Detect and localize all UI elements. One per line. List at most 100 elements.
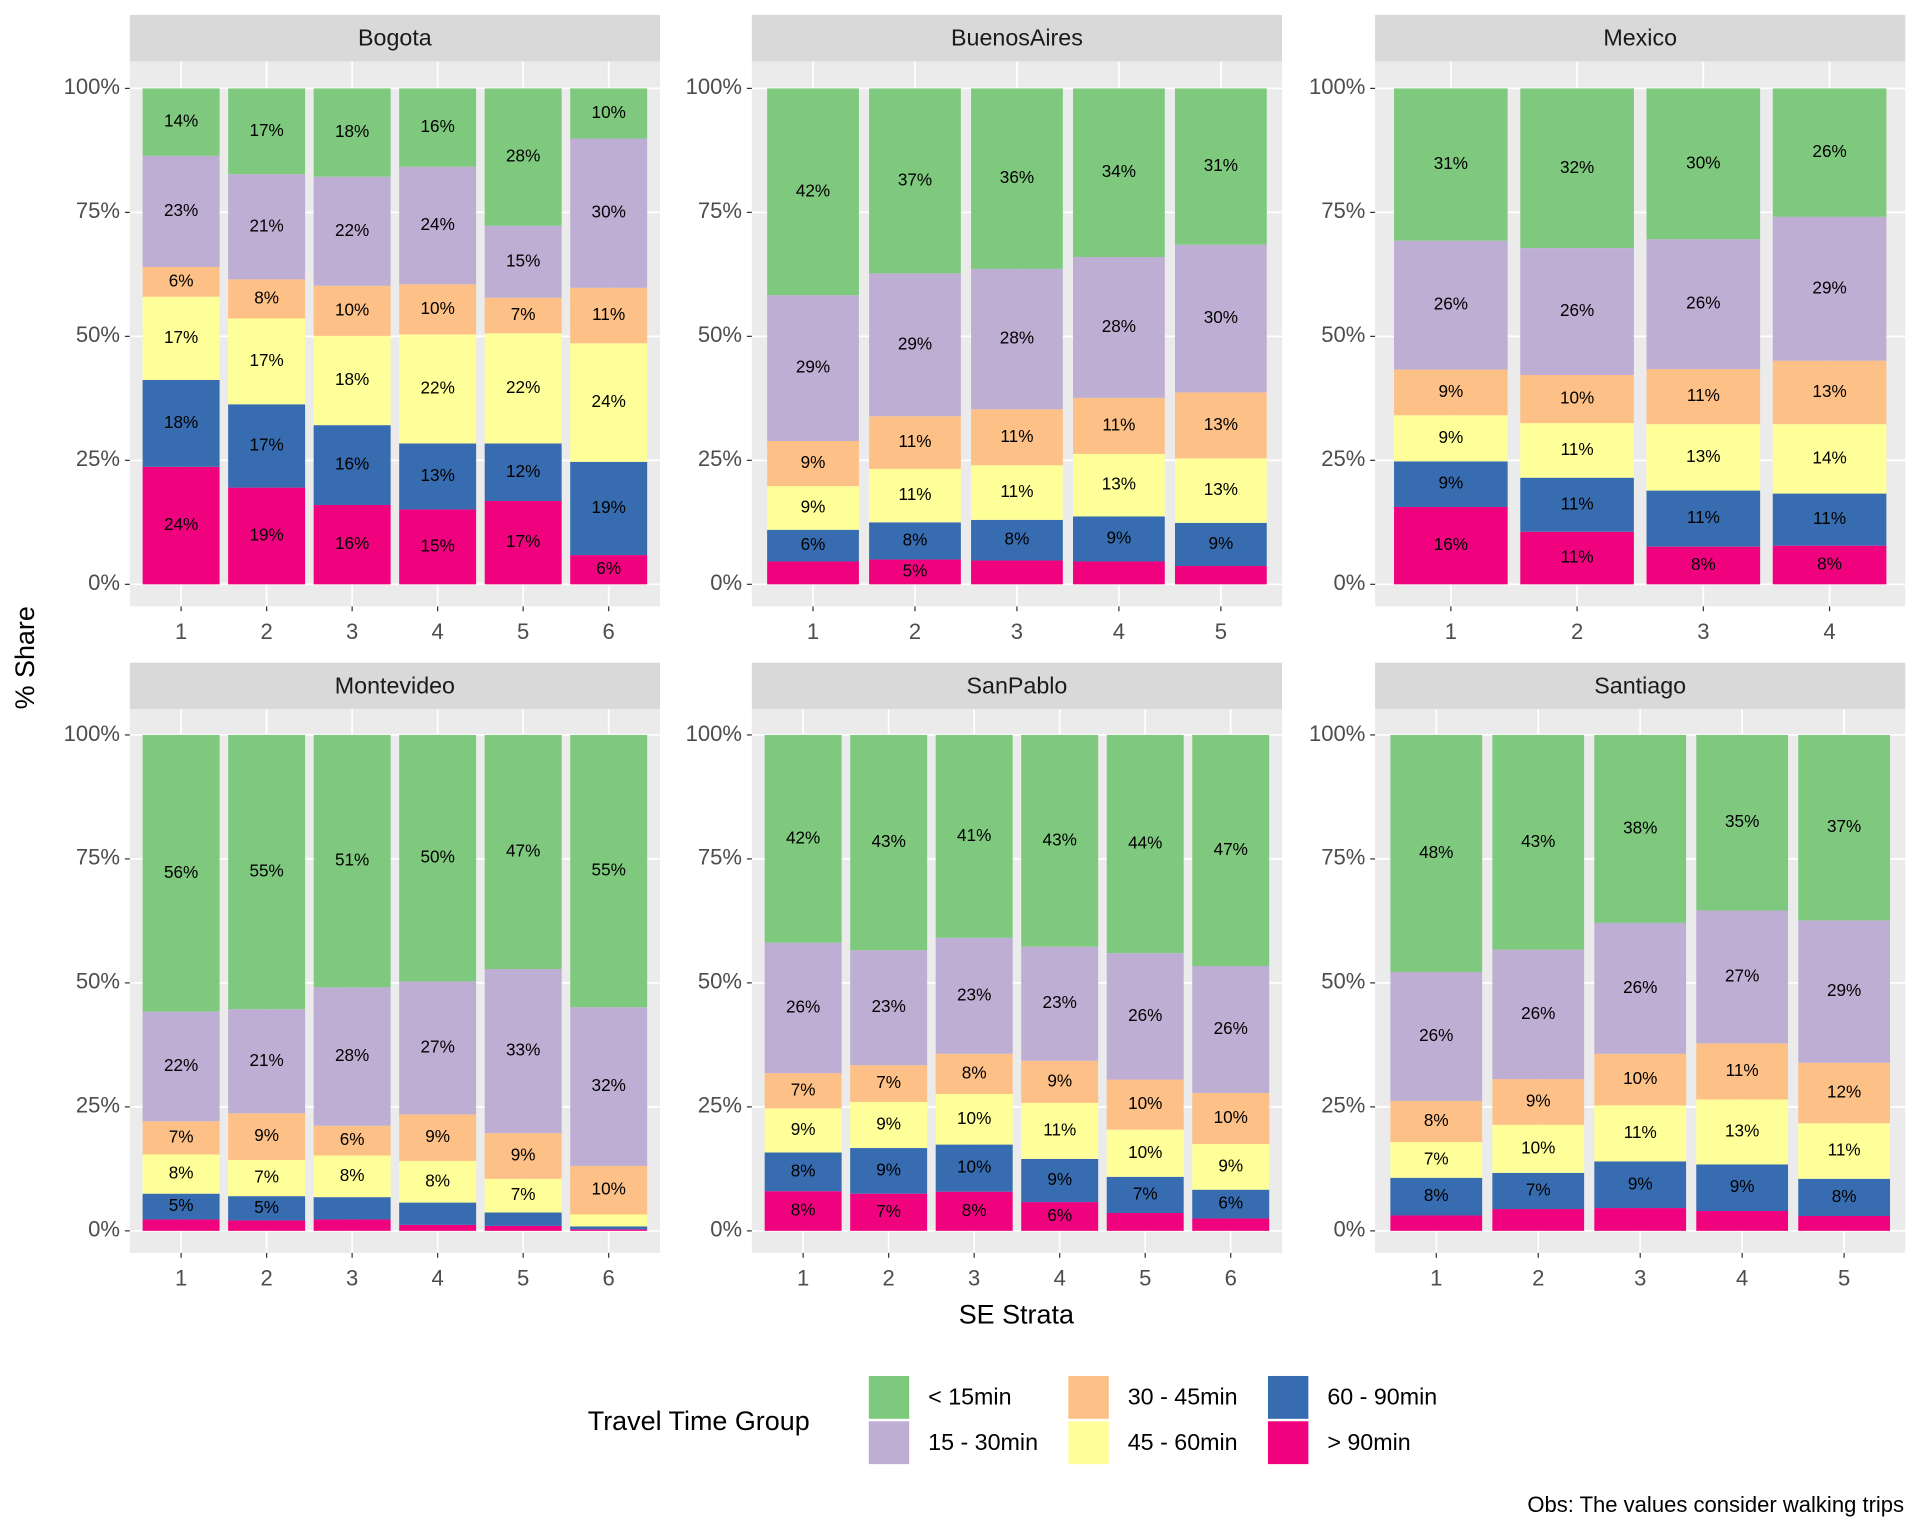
bar-segment <box>228 487 306 585</box>
data-label: 29% <box>1827 980 1861 1000</box>
bar-segment <box>570 555 648 585</box>
bar-segment <box>1520 375 1634 424</box>
bar-segment <box>1174 88 1267 245</box>
data-label: 9% <box>1438 473 1463 493</box>
bar-segment <box>1696 1211 1789 1231</box>
x-tick-label: 2 <box>1571 619 1583 644</box>
bar-segment <box>313 425 391 505</box>
bar-segment <box>869 88 961 274</box>
strip <box>1375 662 1906 710</box>
data-label: 11% <box>1561 547 1594 567</box>
data-label: 22% <box>421 377 455 397</box>
bar-segment <box>850 1101 928 1149</box>
bar-segment <box>142 380 220 467</box>
y-tick-label: 75% <box>76 845 120 870</box>
x-tick-label: 4 <box>1736 1266 1748 1291</box>
data-label: 26% <box>1521 1003 1555 1023</box>
bar-segment <box>313 285 391 336</box>
bar-segment <box>1492 1209 1585 1231</box>
bar-segment <box>971 519 1063 561</box>
data-label: 16% <box>1434 534 1468 554</box>
strip <box>129 14 661 62</box>
legend-label: < 15min <box>928 1384 1011 1410</box>
data-label: 9% <box>801 496 826 516</box>
data-label: 13% <box>421 465 455 485</box>
bar-segment <box>850 734 928 951</box>
bar-segment <box>228 318 306 405</box>
x-tick-label: 3 <box>346 619 358 644</box>
data-label: 7% <box>876 1201 901 1221</box>
bar-segment <box>1192 966 1270 1093</box>
data-label: 28% <box>1000 328 1034 348</box>
bar-segment <box>399 334 477 444</box>
y-tick-label: 0% <box>710 570 742 595</box>
y-tick-label: 50% <box>698 969 742 994</box>
bar-segment <box>1798 1062 1891 1124</box>
bar-segment <box>313 1155 391 1198</box>
bar-segment <box>764 1152 842 1192</box>
bar-segment <box>1390 734 1483 972</box>
bar-segment <box>570 461 648 556</box>
bar-segment <box>1394 415 1508 462</box>
bar-segment <box>484 734 562 970</box>
bar-segment <box>869 416 961 469</box>
data-label: 37% <box>898 169 932 189</box>
bar-segment <box>1772 88 1887 217</box>
bar-segment <box>1174 565 1267 585</box>
data-label: 6% <box>1218 1193 1243 1213</box>
bar-segment <box>935 1093 1013 1145</box>
bar-segment <box>399 88 477 167</box>
bar-segment <box>1106 1079 1184 1130</box>
data-label: 22% <box>335 220 369 240</box>
bar-segment <box>1520 248 1634 376</box>
bar-segment <box>142 296 220 381</box>
x-tick-label: 3 <box>1011 619 1023 644</box>
data-label: 10% <box>1521 1137 1555 1157</box>
bar-segment <box>1772 360 1887 425</box>
bar-segment <box>570 343 648 462</box>
bar-segment <box>1646 239 1761 370</box>
data-label: 42% <box>786 827 820 847</box>
bar-segment <box>1696 1164 1789 1212</box>
facet-title: Montevideo <box>335 672 455 698</box>
bar-segment <box>1192 1092 1270 1145</box>
x-tick-label: 1 <box>1430 1266 1442 1291</box>
y-tick-label: 100% <box>1309 721 1365 746</box>
data-label: 11% <box>1828 1140 1861 1160</box>
legend-key <box>867 1374 911 1421</box>
y-tick-label: 0% <box>1333 1217 1365 1242</box>
data-label: 22% <box>506 377 540 397</box>
data-label: 29% <box>796 357 830 377</box>
bar-segment <box>1106 953 1184 1080</box>
bar-segment <box>228 88 306 175</box>
x-tick-label: 4 <box>1823 619 1835 644</box>
bar-segment <box>1390 1215 1483 1231</box>
data-label: 10% <box>1128 1093 1162 1113</box>
bar-segment <box>313 1219 391 1231</box>
bar-segment <box>399 284 477 335</box>
bar-segment <box>228 1196 306 1221</box>
data-label: 23% <box>872 996 906 1016</box>
data-label: 7% <box>1133 1183 1158 1203</box>
bar-segment <box>1394 369 1508 416</box>
bar-segment <box>1646 490 1761 547</box>
data-label: 43% <box>1521 831 1555 851</box>
y-tick-label: 50% <box>76 969 120 994</box>
bar-segment <box>1798 1215 1891 1231</box>
bar-segment <box>1772 424 1887 494</box>
bar-segment <box>313 1197 391 1220</box>
data-label: 26% <box>1812 141 1846 161</box>
x-tick-label: 3 <box>346 1266 358 1291</box>
x-tick-label: 5 <box>1838 1266 1850 1291</box>
bar-segment <box>313 987 391 1126</box>
data-label: 13% <box>1204 479 1238 499</box>
data-label: 10% <box>592 1179 626 1199</box>
facet-title: Bogota <box>358 25 432 51</box>
x-axis-title: SE Strata <box>959 1300 1074 1330</box>
bar-segment <box>228 1113 306 1160</box>
bar-segment <box>570 1214 648 1227</box>
bar-segment <box>142 88 220 156</box>
data-label: 8% <box>791 1200 816 1220</box>
bar-segment <box>399 166 477 285</box>
y-tick-label: 0% <box>88 1217 120 1242</box>
